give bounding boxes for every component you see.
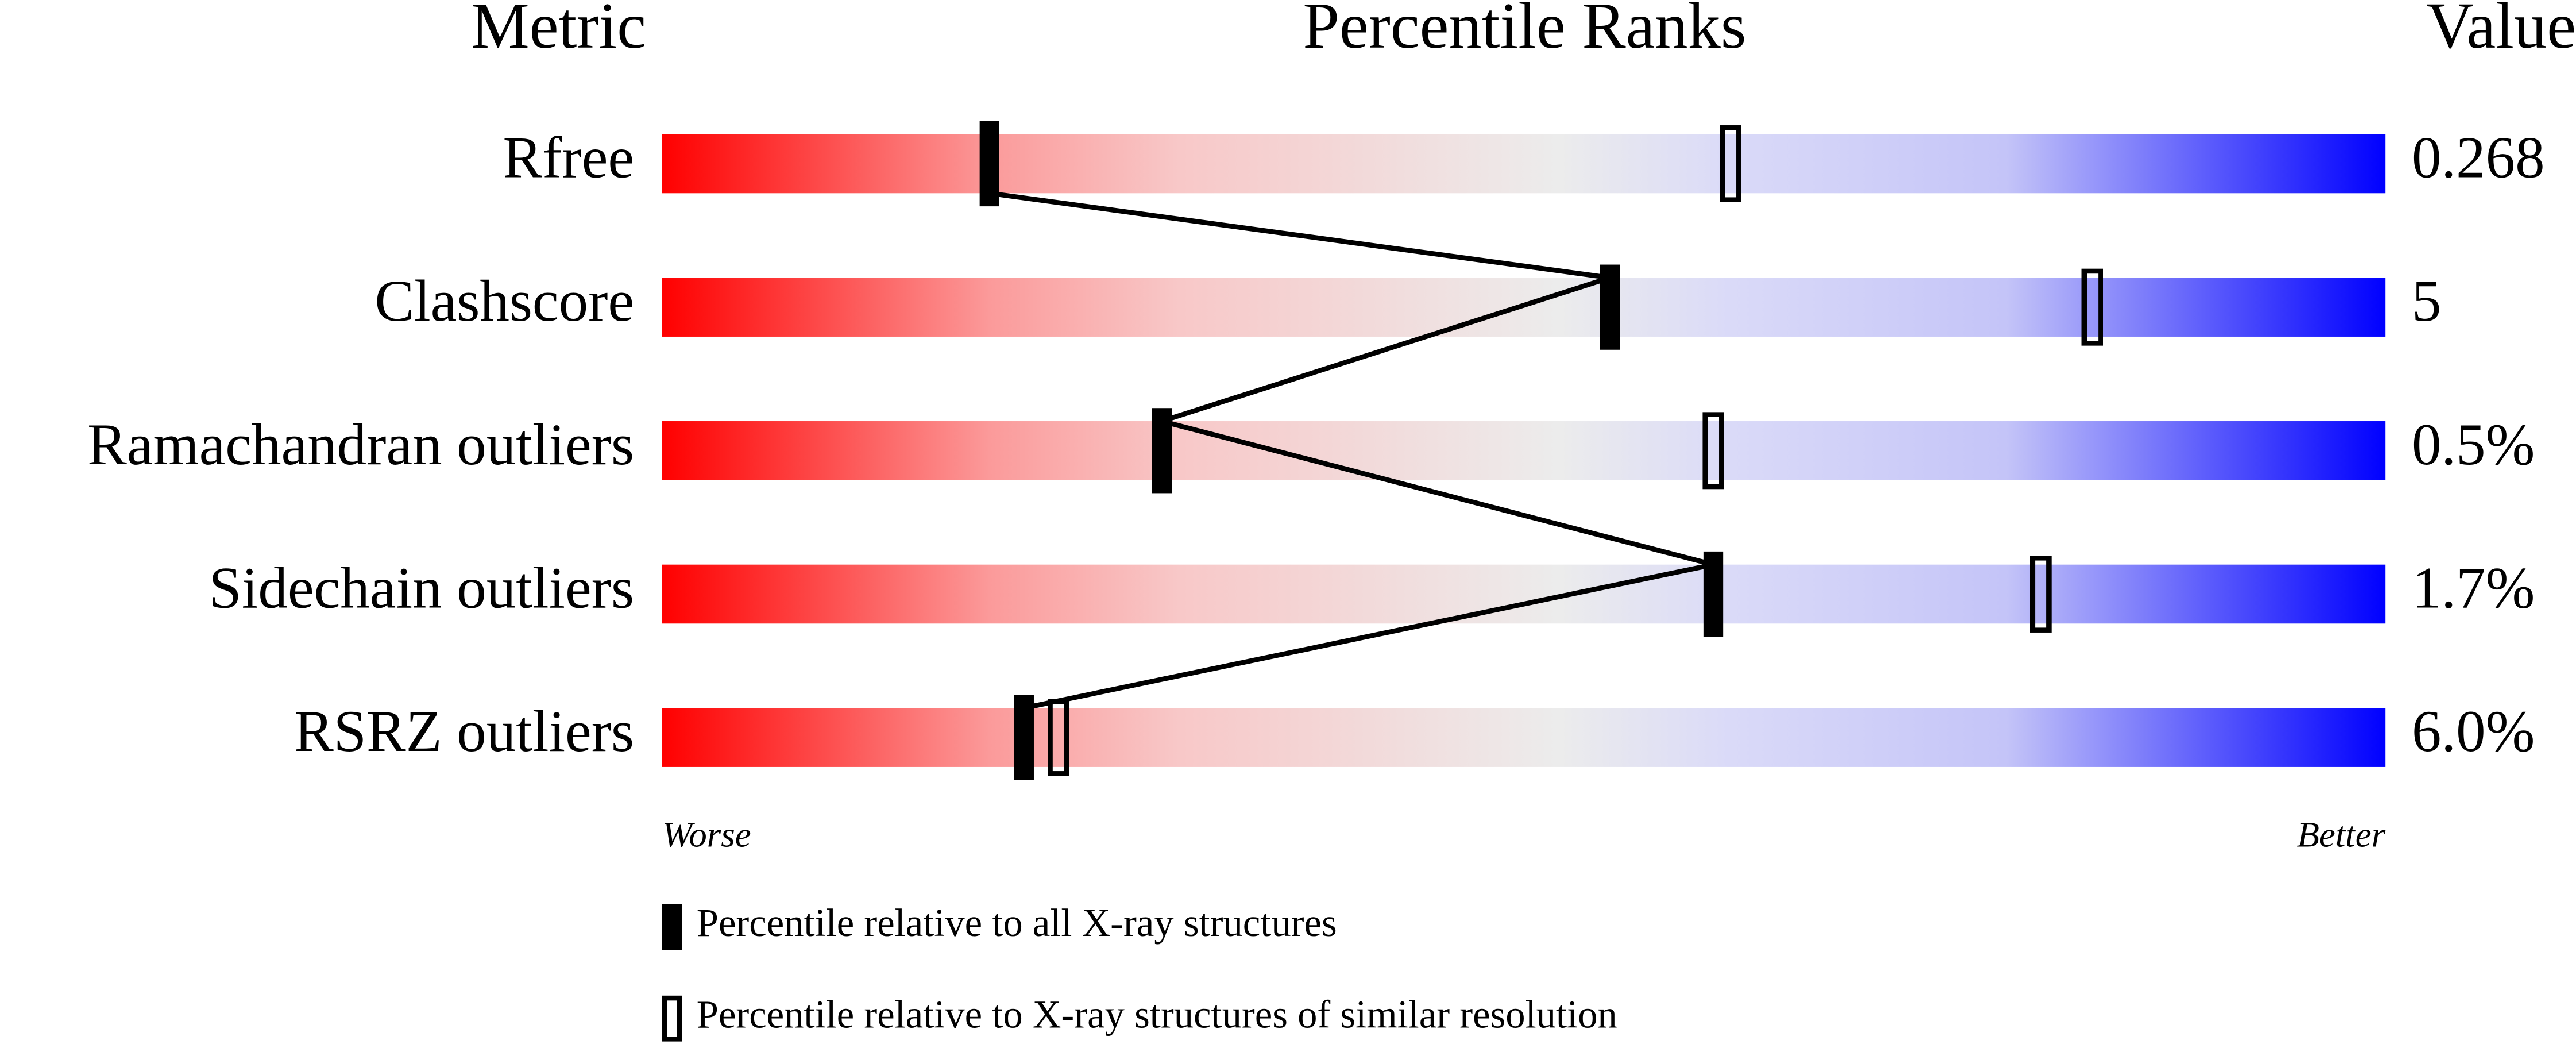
x-low-label: Worse	[662, 815, 751, 855]
legend-swatch	[662, 995, 682, 1042]
marker-similar	[1720, 125, 1741, 202]
marker-all	[1703, 551, 1724, 637]
percentile-bar	[662, 564, 2386, 624]
percentile-bar	[662, 708, 2386, 767]
percentile-bar	[662, 134, 2386, 194]
metric-value: 0.5%	[2412, 412, 2535, 477]
metric-value: 0.268	[2412, 125, 2545, 191]
legend-label: Percentile relative to all X-ray structu…	[697, 901, 1337, 945]
metric-value: 1.7%	[2412, 556, 2535, 621]
metric-label: Rfree	[503, 125, 634, 191]
marker-all	[979, 121, 999, 207]
metric-value: 6.0%	[2412, 699, 2535, 764]
metric-label: RSRZ outliers	[294, 699, 634, 764]
percentile-bar	[662, 421, 2386, 480]
chart-title: Percentile Ranks	[1303, 0, 1746, 62]
legend-label: Percentile relative to X-ray structures …	[697, 993, 1617, 1037]
metric-value: 5	[2412, 268, 2441, 334]
marker-all	[1014, 695, 1034, 780]
metric-label: Clashscore	[374, 268, 634, 334]
value-header: Value	[2427, 0, 2576, 62]
marker-similar	[2030, 556, 2052, 633]
legend-swatch	[662, 904, 682, 950]
marker-similar	[2081, 268, 2103, 346]
marker-similar	[1702, 412, 1724, 490]
marker-all	[1152, 408, 1172, 494]
metric-label: Sidechain outliers	[209, 556, 635, 621]
marker-all	[1600, 264, 1620, 350]
metric-header: Metric	[471, 0, 646, 62]
metric-label: Ramachandran outliers	[87, 412, 634, 477]
x-high-label: Better	[2297, 815, 2385, 855]
marker-similar	[1048, 699, 1069, 776]
